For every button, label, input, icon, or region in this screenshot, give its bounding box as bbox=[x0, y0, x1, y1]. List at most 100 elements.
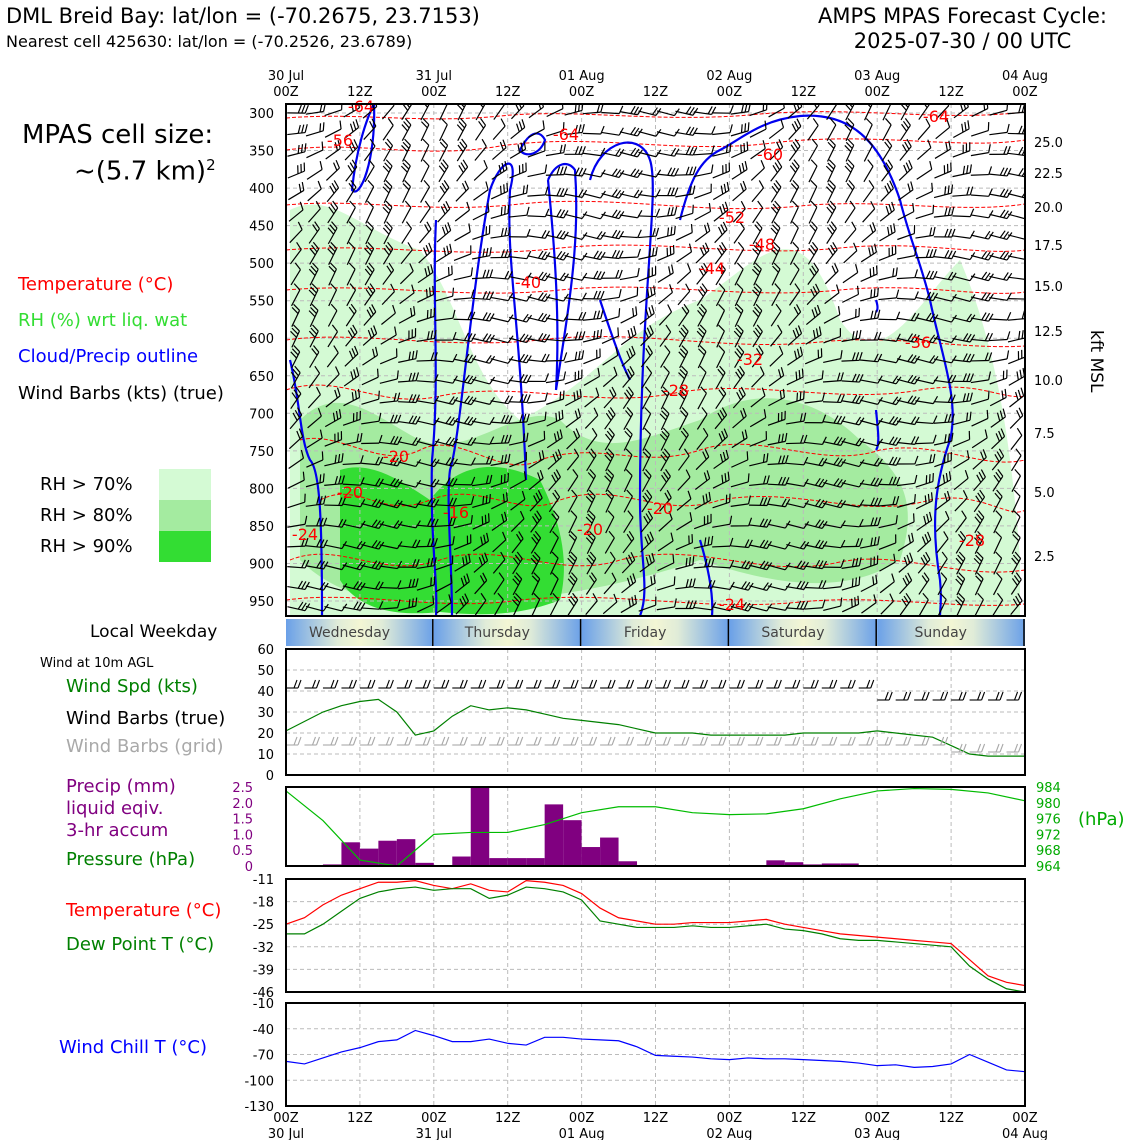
wind-barb bbox=[676, 512, 693, 531]
wind-barb-feather bbox=[969, 230, 975, 239]
wind-barb-feather bbox=[400, 165, 408, 173]
wind-barb-feather bbox=[482, 248, 486, 258]
wind-barb bbox=[402, 179, 411, 204]
wind-barb-feather bbox=[578, 167, 584, 176]
wind-barb-feather bbox=[855, 308, 857, 318]
wind-barb-feather bbox=[772, 224, 779, 232]
wind-barb-feather bbox=[631, 345, 636, 355]
wind-barb-feather bbox=[341, 104, 343, 110]
wind-barb-feather bbox=[470, 397, 477, 405]
wind-barb-feather bbox=[901, 144, 908, 153]
wind-barb-feather bbox=[648, 307, 652, 316]
wind-barb bbox=[1009, 387, 1025, 408]
wind-barb-staff bbox=[289, 249, 302, 265]
wind-barb bbox=[917, 118, 931, 141]
surface-barb-feather bbox=[348, 679, 353, 689]
wind-barb-feather bbox=[890, 225, 893, 234]
wind-barb-feather bbox=[330, 203, 337, 212]
wind-barb-feather bbox=[818, 580, 823, 589]
wind-barb bbox=[342, 432, 363, 446]
wind-barb-feather bbox=[799, 346, 803, 356]
wind-barb-feather bbox=[574, 124, 578, 134]
wind-barb-feather bbox=[411, 372, 416, 382]
wind-barb-feather bbox=[502, 493, 505, 503]
wind-barb-feather bbox=[719, 262, 726, 271]
wind-barb bbox=[898, 159, 913, 181]
wind-barb-feather bbox=[578, 124, 582, 133]
wind-barb-staff bbox=[825, 249, 838, 265]
wind-barb bbox=[601, 288, 622, 301]
wind-barb-feather bbox=[408, 330, 410, 340]
wind-barb bbox=[896, 291, 919, 300]
wind-barb bbox=[824, 263, 839, 285]
wind-barb bbox=[453, 395, 477, 406]
wind-barb-feather bbox=[722, 203, 726, 213]
wind-barb bbox=[512, 572, 523, 596]
wind-barb-staff bbox=[970, 214, 989, 219]
wind-barb-feather bbox=[627, 329, 631, 339]
wind-barb-feather bbox=[408, 351, 411, 361]
wind-barb bbox=[933, 228, 956, 238]
surface-barb-grid bbox=[359, 736, 376, 746]
temp-contour-label: -56 bbox=[327, 131, 353, 150]
wind-barb bbox=[675, 223, 693, 241]
wind-barb-feather bbox=[456, 104, 464, 111]
wind-barb-feather bbox=[674, 187, 679, 196]
wind-barb-feather bbox=[752, 310, 759, 318]
wind-barb-feather bbox=[468, 223, 471, 233]
wind-barb-staff bbox=[383, 145, 394, 162]
wind-barb-staff bbox=[804, 400, 823, 404]
wind-barb-staff bbox=[880, 600, 894, 615]
panel-tick-label: 0 bbox=[266, 769, 274, 784]
wind-barb-staff bbox=[767, 543, 786, 550]
kft-tick-label: 25.0 bbox=[1034, 136, 1063, 151]
wind-barb-feather bbox=[708, 202, 712, 212]
wind-barb bbox=[416, 307, 436, 323]
wind-barb-feather bbox=[611, 229, 618, 238]
wind-barb-feather bbox=[485, 355, 492, 363]
wind-barb-feather bbox=[340, 431, 343, 440]
wind-barb-feather bbox=[685, 166, 690, 176]
wind-barb-staff bbox=[789, 166, 800, 183]
wind-barb-staff bbox=[638, 151, 657, 158]
top-hour-label: 00Z bbox=[717, 85, 743, 100]
wind-barb-feather bbox=[392, 304, 396, 314]
wind-barb-feather bbox=[689, 107, 695, 115]
wind-barb bbox=[379, 435, 402, 446]
wind-barb bbox=[472, 532, 490, 552]
wind-barb-feather bbox=[648, 554, 653, 564]
panel-tick-label: 10 bbox=[257, 748, 274, 763]
wind-barb-staff bbox=[342, 462, 361, 466]
wind-barb-feather bbox=[744, 429, 748, 439]
wind-barb-feather bbox=[950, 162, 952, 172]
wind-barb bbox=[327, 221, 338, 245]
wind-barb bbox=[640, 510, 654, 533]
precip-bar bbox=[544, 804, 564, 866]
wind-barb-feather bbox=[759, 518, 765, 527]
wind-barb bbox=[823, 328, 841, 344]
wind-barb-feather bbox=[736, 324, 744, 332]
surface-barb-true bbox=[322, 679, 339, 689]
wind-barb bbox=[379, 599, 401, 610]
surface-barb-grid bbox=[692, 736, 708, 746]
surface-barb-true bbox=[766, 679, 782, 689]
wind-barb-feather bbox=[433, 518, 439, 528]
wind-barb-feather bbox=[319, 160, 323, 170]
wind-barb-feather bbox=[736, 391, 742, 401]
wind-barb bbox=[841, 329, 862, 343]
wind-barb bbox=[306, 429, 323, 449]
wind-barb bbox=[750, 387, 766, 408]
surface-barb-grid bbox=[988, 743, 1004, 753]
temp-contour-label: -20 bbox=[577, 520, 603, 539]
wind-barb bbox=[416, 374, 439, 383]
wind-barb-feather bbox=[405, 221, 412, 229]
wind-barb-feather bbox=[563, 166, 568, 175]
wind-barb-feather bbox=[514, 592, 522, 600]
wind-barb-staff bbox=[420, 124, 430, 142]
wind-barb-feather bbox=[544, 142, 546, 151]
wind-barb-feather bbox=[468, 553, 471, 563]
wind-barb-feather bbox=[655, 246, 658, 256]
wind-barb-feather bbox=[352, 413, 355, 422]
wind-barb bbox=[749, 518, 772, 528]
wind-barb-staff bbox=[730, 110, 749, 115]
